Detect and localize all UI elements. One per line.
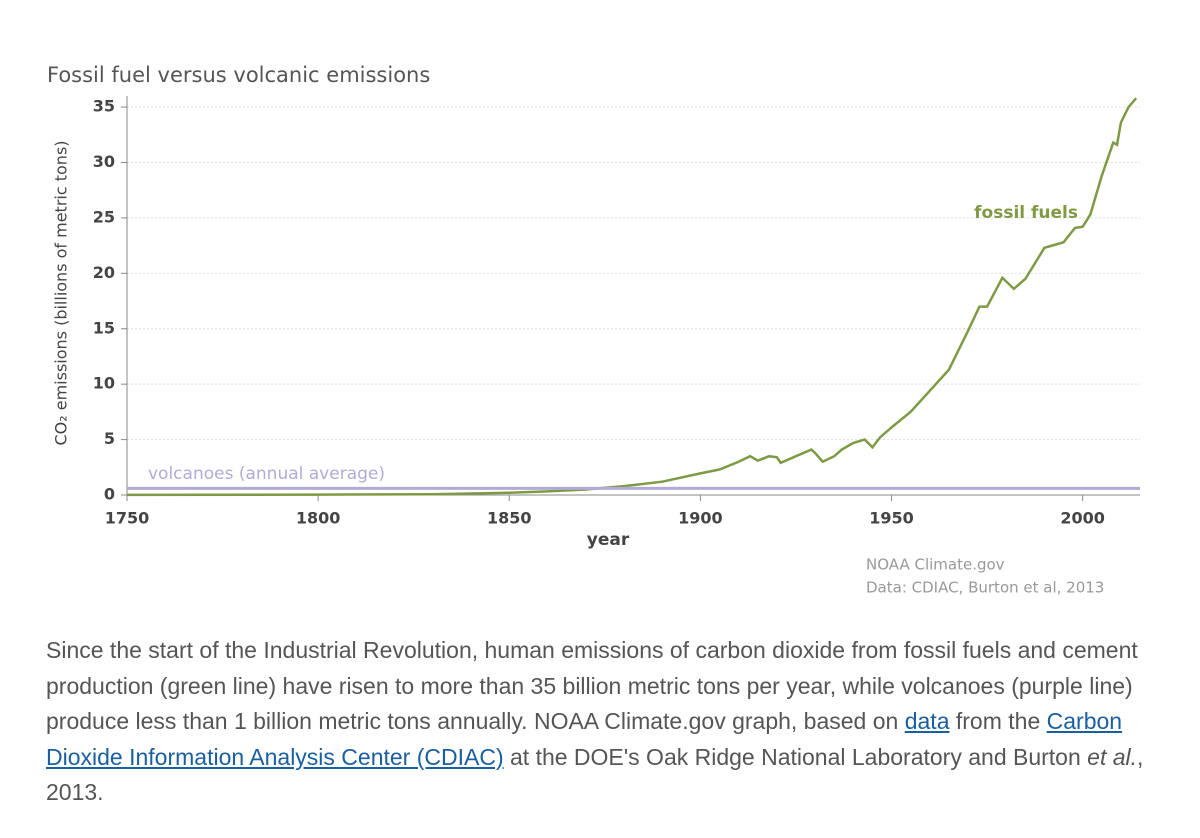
caption-text: from the xyxy=(949,708,1047,734)
caption-text: et al. xyxy=(1087,743,1138,770)
caption-text: , 2013. xyxy=(46,743,1144,806)
link[interactable]: Carbon Dioxide Information Analysis Cent… xyxy=(46,708,1123,770)
y-tick-label: 5 xyxy=(104,429,115,448)
x-tick-label: 1800 xyxy=(296,509,341,528)
credit: NOAA Climate.gov xyxy=(866,556,1005,574)
y-tick-label: 10 xyxy=(93,374,115,393)
series-label: volcanoes (annual average) xyxy=(148,464,385,484)
x-tick-label: 1950 xyxy=(869,509,914,528)
chart-title: Fossil fuel versus volcanic emissions xyxy=(47,63,430,87)
x-tick-label: 1850 xyxy=(487,509,532,528)
y-tick-label: 30 xyxy=(93,152,115,171)
line xyxy=(126,97,1138,497)
y-tick-label: 15 xyxy=(93,318,115,337)
y-tick-label: 35 xyxy=(93,97,115,116)
link[interactable]: data xyxy=(904,708,950,734)
x-tick-label: 1900 xyxy=(678,509,723,528)
caption-text: Since the start of the Industrial Revolu… xyxy=(46,637,1138,734)
x-tick-label: 2000 xyxy=(1060,509,1105,528)
x-axis-label: year xyxy=(587,530,630,550)
y-tick-label: 25 xyxy=(93,207,115,226)
y-tick-label: 20 xyxy=(93,263,115,282)
caption: Since the start of the Industrial Revolu… xyxy=(46,633,1161,811)
y-tick-label: 0 xyxy=(104,485,115,504)
y-axis-label: CO₂ emissions (billions of metric tons) xyxy=(52,140,71,445)
chart: Fossil fuel versus volcanic emissions ye… xyxy=(47,63,1140,597)
credit: Data: CDIAC, Burton et al, 2013 xyxy=(866,579,1104,597)
series-label: fossil fuels xyxy=(974,203,1078,223)
x-tick-label: 1750 xyxy=(105,509,150,528)
caption-text: at the DOE's Oak Ridge National Laborato… xyxy=(503,743,1088,770)
